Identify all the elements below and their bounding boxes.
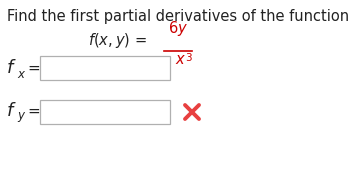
Text: $f(x, y)$ =: $f(x, y)$ = — [88, 31, 147, 50]
Text: =: = — [27, 61, 40, 76]
Text: $f$: $f$ — [6, 102, 16, 120]
FancyBboxPatch shape — [40, 56, 170, 80]
Text: $3$: $3$ — [185, 51, 193, 63]
Text: =: = — [27, 103, 40, 119]
Text: Find the first partial derivatives of the function.: Find the first partial derivatives of th… — [7, 9, 350, 24]
Text: $x$: $x$ — [17, 68, 26, 81]
Text: $6y$: $6y$ — [168, 19, 188, 38]
Text: $x$: $x$ — [175, 52, 186, 67]
FancyBboxPatch shape — [40, 100, 170, 124]
Text: $y$: $y$ — [17, 110, 26, 124]
Text: $f$: $f$ — [6, 59, 16, 77]
